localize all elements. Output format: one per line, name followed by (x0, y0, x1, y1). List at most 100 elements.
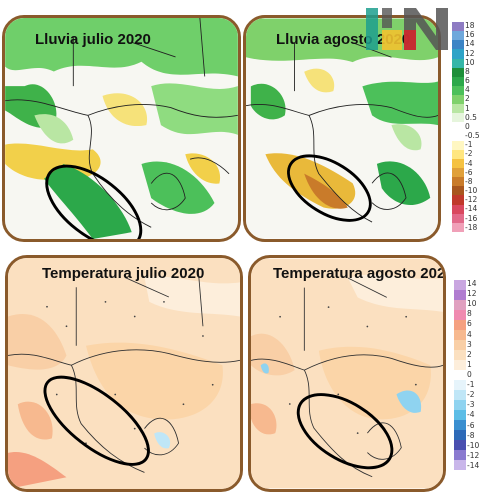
legend-tick-label: 2 (465, 94, 470, 104)
legend-color-swatch (454, 310, 466, 320)
legend-color-swatch (452, 168, 464, 178)
legend-tick-label: 4 (465, 85, 470, 95)
map-temp-august (251, 258, 443, 489)
panel-rain-july: Lluvia julio 2020 (2, 15, 241, 242)
legend-color-swatch (454, 450, 466, 460)
legend-tick-label: 10 (465, 57, 475, 67)
legend-color-swatch (452, 58, 464, 68)
legend-tick-label: -16 (465, 213, 478, 223)
legend-color-swatch (452, 149, 464, 159)
legend-color-swatch (454, 360, 466, 370)
panel-temp-july: Temperatura julio 2020 (5, 255, 243, 492)
legend-tick-label: -1 (467, 380, 475, 390)
legend-color-swatch (452, 222, 464, 232)
legend-color-swatch (454, 380, 466, 390)
legend-color-swatch (452, 122, 464, 132)
legend-tick-label: 14 (467, 279, 477, 288)
panel-temp-august: Temperatura agosto 2020 (248, 255, 446, 492)
legend-tick-label: -2 (467, 390, 475, 400)
legend-tick-label: 2 (467, 349, 472, 359)
legend-color-swatch (452, 104, 464, 114)
legend-tick-label: -14 (467, 460, 480, 470)
legend-tick-label: 6 (465, 76, 470, 86)
legend-tick-label: -14 (465, 204, 478, 214)
legend-tick-label: 0 (465, 121, 470, 131)
legend-color-swatch (454, 320, 466, 330)
legend-color-swatch (452, 40, 464, 50)
legend-color-swatch (454, 390, 466, 400)
legend-color-swatch (452, 95, 464, 105)
legend-tick-label: 3 (467, 339, 472, 349)
legend-color-swatch (454, 400, 466, 410)
legend-tick-label: 1 (467, 359, 472, 369)
legend-color-swatch (452, 186, 464, 196)
temp-legend-ticks: 14 12 10 8 6 4 3 2 1 0 -1 -2 -3 -4 -6 -8 -10 -12 -14 (467, 280, 487, 470)
legend-color-swatch (454, 300, 466, 310)
legend-color-swatch (452, 22, 464, 32)
legend-tick-label: 18 (465, 21, 475, 30)
panel-title: Temperatura julio 2020 (42, 265, 205, 282)
legend-tick-label: -3 (467, 400, 475, 410)
panel-title: Lluvia julio 2020 (35, 31, 151, 48)
rain-legend-ticks: 18 16 14 12 10 8 6 4 2 1 0.5 0 -0.5 -1 -2 -4 -6 -8 -10 -12-… (465, 22, 485, 232)
legend-tick-label: 8 (467, 309, 472, 319)
legend-tick-label: -12 (467, 450, 480, 460)
legend-color-swatch (452, 140, 464, 150)
legend-tick-label: 16 (465, 30, 475, 40)
legend-tick-label: -6 (467, 420, 475, 430)
panel-rain-august: Lluvia agosto 2020 (243, 15, 441, 242)
legend-tick-label: 12 (465, 48, 475, 58)
legend-color-swatch (454, 370, 466, 380)
legend-tick-label: -0.5 (465, 131, 480, 141)
rain-legend-bar (452, 22, 464, 232)
legend-tick-label: -18 (465, 222, 478, 232)
legend-tick-label: -1 (465, 140, 473, 150)
legend-color-swatch (452, 131, 464, 141)
legend-color-swatch (454, 350, 466, 360)
legend-color-swatch (454, 330, 466, 340)
legend-color-swatch (452, 49, 464, 59)
legend-color-swatch (454, 460, 466, 470)
legend-color-swatch (452, 31, 464, 41)
legend-color-swatch (454, 430, 466, 440)
legend-tick-label: 6 (467, 319, 472, 329)
legend-tick-label: 8 (465, 66, 470, 76)
legend-color-swatch (452, 67, 464, 77)
legend-color-swatch (452, 204, 464, 214)
map-temp-july (8, 258, 240, 489)
map-rain-july (5, 18, 238, 239)
legend-color-swatch (452, 76, 464, 86)
legend-color-swatch (452, 195, 464, 205)
legend-color-swatch (452, 85, 464, 95)
legend-tick-label: 4 (467, 329, 472, 339)
legend-tick-label: -2 (465, 149, 473, 159)
legend-tick-label: -8 (465, 176, 473, 186)
legend-tick-label: -4 (467, 410, 475, 420)
temp-legend-bar (454, 280, 466, 470)
legend-color-swatch (452, 113, 464, 123)
logo-mark-icon (366, 8, 448, 50)
legend-tick-label: 1 (465, 103, 470, 113)
legend-color-swatch (454, 410, 466, 420)
temp-legend: 14 12 10 8 6 4 3 2 1 0 -1 -2 -3 -4 -6 -8 -10 -12 -14 (452, 280, 484, 470)
legend-tick-label: 10 (467, 299, 477, 309)
legend-color-swatch (452, 158, 464, 168)
legend-tick-label: -4 (465, 158, 473, 168)
legend-tick-label: -8 (467, 430, 475, 440)
legend-color-swatch (454, 280, 466, 290)
legend-color-swatch (454, 420, 466, 430)
legend-tick-label: -12 (465, 195, 478, 205)
panel-title: Temperatura agosto 2020 (273, 265, 446, 282)
legend-color-swatch (452, 213, 464, 223)
legend-tick-label: 12 (467, 289, 477, 299)
legend-tick-label: 0.5 (465, 112, 477, 122)
legend-color-swatch (454, 290, 466, 300)
map-rain-august (246, 18, 438, 239)
legend-tick-label: -6 (465, 167, 473, 177)
rain-legend: 18 16 14 12 10 8 6 4 2 1 0.5 0 -0.5 -1 -2 -4 -6 -8 -10 -12-… (450, 22, 482, 232)
legend-color-swatch (452, 177, 464, 187)
legend-tick-label: 0 (467, 369, 472, 379)
legend-color-swatch (454, 440, 466, 450)
legend-tick-label: -10 (465, 186, 478, 196)
logo-mark (364, 8, 456, 50)
